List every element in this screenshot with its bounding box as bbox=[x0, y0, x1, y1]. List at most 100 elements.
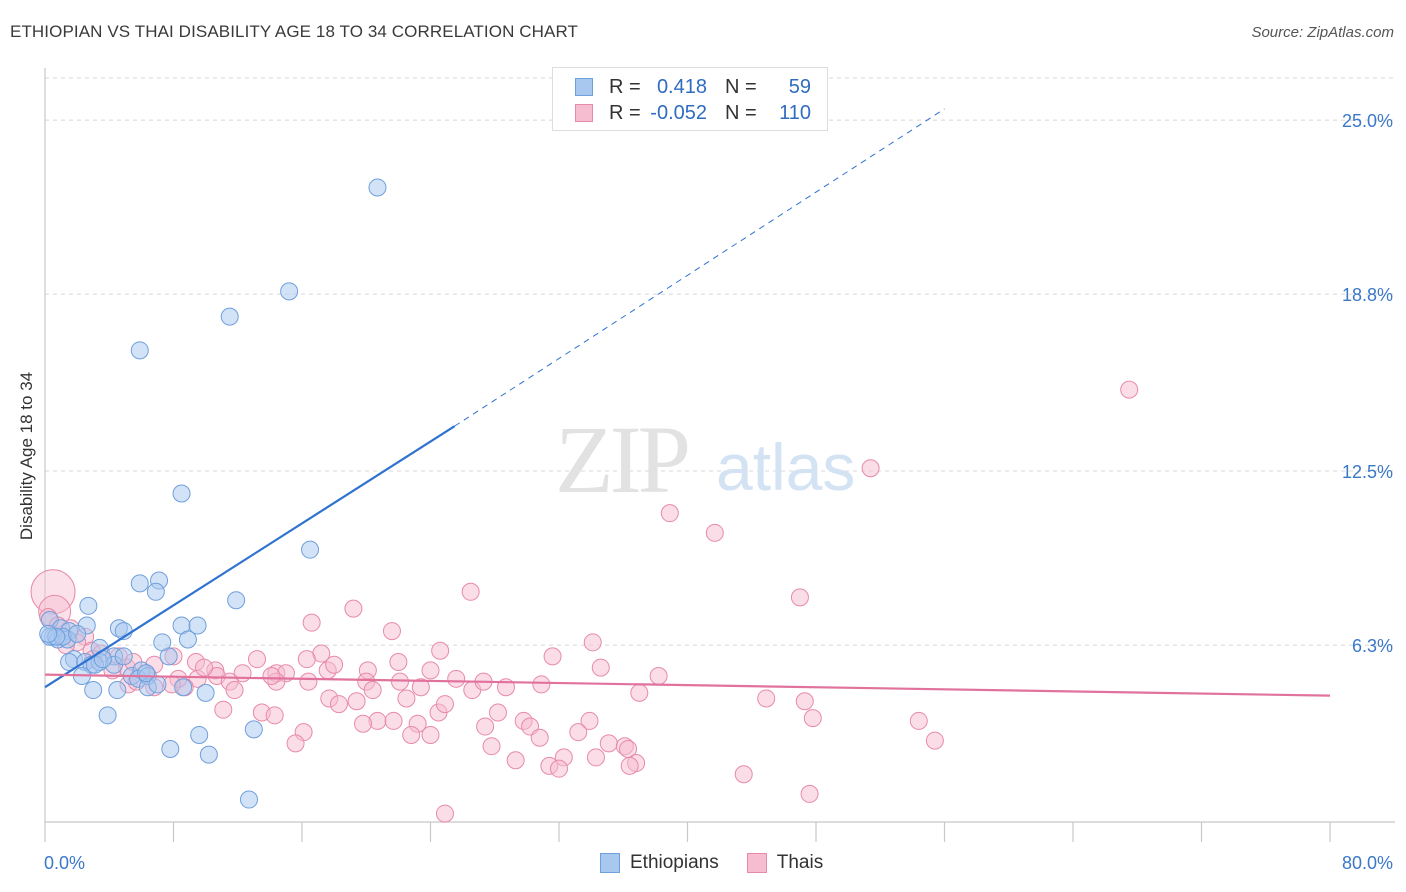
thais-point bbox=[297, 650, 316, 669]
thais-point bbox=[532, 675, 551, 694]
thais-point bbox=[225, 681, 244, 700]
ethiopians-point bbox=[196, 683, 215, 702]
ethiopians-point bbox=[301, 540, 320, 559]
thais-point bbox=[705, 523, 724, 542]
thais-point bbox=[262, 667, 281, 686]
thais-point bbox=[390, 672, 409, 691]
thais-point bbox=[447, 669, 466, 688]
ethiopians-point bbox=[114, 647, 133, 666]
legend-n-value: 59 bbox=[788, 75, 811, 98]
ethiopians-point bbox=[188, 616, 207, 635]
thais-point bbox=[790, 588, 809, 607]
thais-point bbox=[435, 804, 454, 823]
legend-r-label: R = bbox=[609, 101, 641, 124]
legend-label-thais: Thais bbox=[776, 852, 824, 873]
legend-n-label: N = bbox=[725, 75, 757, 98]
thais-point bbox=[431, 641, 450, 660]
ethiopians-point bbox=[280, 282, 299, 301]
thais-point bbox=[591, 658, 610, 677]
watermark: ZIP atlas bbox=[555, 406, 855, 513]
thais-point bbox=[757, 689, 776, 708]
thais-point bbox=[329, 695, 348, 714]
thais-point bbox=[800, 784, 819, 803]
series-legend: Ethiopians Thais bbox=[600, 852, 851, 874]
thais-point bbox=[861, 459, 880, 478]
legend-swatch-ethiopians bbox=[600, 853, 620, 873]
thais-point bbox=[586, 748, 605, 767]
legend-n-label: N = bbox=[725, 101, 757, 124]
thais-point bbox=[734, 765, 753, 784]
ethiopians-point bbox=[199, 745, 218, 764]
ethiopians-point bbox=[130, 574, 149, 593]
legend-item-thais[interactable]: Thais bbox=[746, 852, 824, 874]
thais-point bbox=[925, 731, 944, 750]
thais-point bbox=[660, 504, 679, 523]
thais-point bbox=[302, 613, 321, 632]
thais-point bbox=[803, 709, 822, 728]
thais-point bbox=[347, 692, 366, 711]
ethiopians-points bbox=[39, 178, 387, 809]
thais-point bbox=[580, 711, 599, 730]
thais-point bbox=[384, 711, 403, 730]
legend-swatch-thais bbox=[575, 104, 593, 122]
thais-point bbox=[299, 672, 318, 691]
ethiopians-point bbox=[39, 624, 58, 643]
ethiopians-trend-line bbox=[44, 425, 456, 689]
thais-point bbox=[286, 734, 305, 753]
legend-row-ethiopians: R = 0.418 N = 59 bbox=[575, 74, 811, 100]
thais-point bbox=[909, 711, 928, 730]
ethiopians-point bbox=[368, 178, 387, 197]
grid-lines bbox=[45, 77, 1395, 646]
ethiopians-point bbox=[220, 307, 239, 326]
ethiopians-point bbox=[227, 591, 246, 610]
correlation-legend: R = 0.418 N = 59 R = -0.052 N = 110 bbox=[552, 67, 828, 131]
legend-item-ethiopians[interactable]: Ethiopians bbox=[600, 852, 719, 874]
y-tick-label: 25.0% bbox=[1342, 111, 1393, 131]
thais-point bbox=[382, 622, 401, 641]
thais-point bbox=[476, 717, 495, 736]
ethiopians-point bbox=[190, 725, 209, 744]
thais-point bbox=[530, 728, 549, 747]
ethiopians-point bbox=[108, 681, 127, 700]
thais-point bbox=[265, 706, 284, 725]
y-tick-label: 18.8% bbox=[1342, 285, 1393, 305]
ethiopians-point bbox=[178, 630, 197, 649]
ethiopians-point bbox=[137, 664, 156, 683]
thais-point bbox=[421, 725, 440, 744]
x-tick-label: 0.0% bbox=[44, 853, 85, 873]
ethiopians-point bbox=[146, 582, 165, 601]
ethiopians-point bbox=[68, 624, 87, 643]
legend-swatch-ethiopians bbox=[575, 78, 593, 96]
source-label: Source: ZipAtlas.com bbox=[1251, 24, 1394, 41]
thais-point bbox=[620, 756, 639, 775]
y-tick-label: 6.3% bbox=[1352, 636, 1393, 656]
legend-n-value: 110 bbox=[779, 101, 811, 124]
thais-point bbox=[550, 759, 568, 778]
thais-point bbox=[411, 678, 430, 697]
y-tick-label: 12.5% bbox=[1342, 462, 1393, 482]
ethiopians-point bbox=[79, 596, 98, 615]
ethiopians-point bbox=[84, 681, 103, 700]
thais-point bbox=[402, 725, 421, 744]
legend-label-ethiopians: Ethiopians bbox=[630, 852, 719, 873]
thais-point bbox=[461, 582, 480, 601]
ethiopians-point bbox=[130, 341, 149, 360]
ethiopians-point bbox=[161, 740, 180, 759]
thais-point bbox=[795, 692, 814, 711]
thais-point bbox=[569, 723, 588, 742]
thais-point bbox=[482, 737, 501, 756]
thais-point bbox=[214, 700, 233, 719]
thais-point bbox=[583, 633, 602, 652]
thais-point bbox=[630, 683, 649, 702]
y-axis-label: Disability Age 18 to 34 bbox=[17, 371, 36, 541]
thais-point bbox=[248, 650, 267, 669]
chart-title: ETHIOPIAN VS THAI DISABILITY AGE 18 TO 3… bbox=[10, 22, 579, 41]
legend-r-label: R = bbox=[609, 75, 641, 98]
thais-point bbox=[599, 734, 618, 753]
ethiopians-trend-extension bbox=[454, 108, 945, 427]
ethiopians-point bbox=[244, 720, 263, 739]
thais-point bbox=[344, 599, 363, 618]
axes bbox=[44, 68, 1395, 842]
thais-point bbox=[506, 751, 525, 770]
